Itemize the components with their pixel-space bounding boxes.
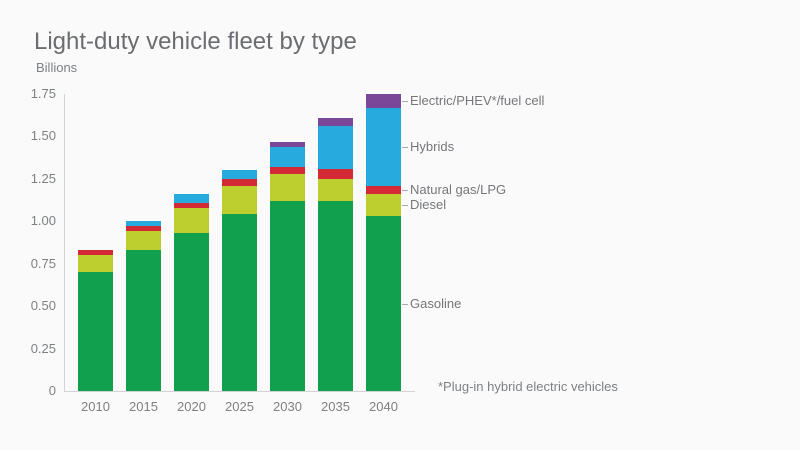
legend-leader-line — [402, 304, 408, 305]
bar-segment-hybrids — [174, 194, 209, 203]
x-tick-label: 2035 — [321, 399, 350, 414]
legend-leader-line — [402, 101, 408, 102]
bar-segment-diesel — [126, 231, 161, 251]
legend-label-natural-gas-lpg: Natural gas/LPG — [410, 182, 507, 197]
bar-segment-gasoline — [366, 216, 401, 391]
bar-segment-natural-gas-lpg — [78, 250, 113, 256]
y-tick-label: 1.25 — [30, 170, 56, 186]
legend-leader-line — [402, 190, 408, 191]
legend-label-electric-phev-fuel-cell: Electric/PHEV*/fuel cell — [410, 93, 545, 108]
legend-label-gasoline: Gasoline — [410, 296, 462, 311]
bar-segment-gasoline — [270, 200, 305, 391]
footnote: *Plug-in hybrid electric vehicles — [438, 379, 618, 394]
bar-segment-natural-gas-lpg — [270, 166, 305, 174]
legend-label-diesel: Diesel — [410, 197, 447, 212]
bar-segment-electric-phev-fuel-cell — [318, 117, 353, 127]
bar-segment-diesel — [366, 194, 401, 217]
bar-segment-natural-gas-lpg — [222, 178, 257, 186]
x-axis-line — [64, 391, 415, 392]
y-tick-label: 1.00 — [30, 213, 56, 229]
bar-segment-hybrids — [318, 126, 353, 169]
legend-label-hybrids: Hybrids — [410, 139, 455, 154]
y-tick-label: 1.75 — [30, 86, 56, 101]
bar-segment-hybrids — [270, 146, 305, 167]
chart-title: Light-duty vehicle fleet by type — [34, 28, 357, 55]
bar-segment-diesel — [318, 178, 353, 201]
x-tick-label: 2020 — [177, 399, 206, 414]
bar-segment-gasoline — [174, 233, 209, 391]
x-tick-label: 2010 — [81, 399, 110, 414]
bar-segment-hybrids — [126, 221, 161, 227]
bar-segment-gasoline — [318, 200, 353, 391]
x-tick-label: 2030 — [273, 399, 302, 414]
y-tick-label: 1.50 — [30, 128, 56, 144]
bar-segment-natural-gas-lpg — [366, 185, 401, 195]
legend-leader-line — [402, 205, 408, 206]
y-axis-line — [64, 94, 65, 392]
bar-segment-diesel — [174, 207, 209, 234]
bar-segment-natural-gas-lpg — [318, 168, 353, 179]
x-tick-label: 2040 — [369, 399, 398, 414]
y-tick-label: 0 — [48, 383, 56, 398]
y-tick-label: 0.25 — [30, 340, 56, 356]
y-tick-label: 0.50 — [30, 298, 56, 314]
bar-segment-gasoline — [126, 250, 161, 391]
bar-segment-electric-phev-fuel-cell — [366, 94, 401, 108]
bar-segment-natural-gas-lpg — [126, 226, 161, 232]
x-tick-label: 2015 — [129, 399, 158, 414]
bar-segment-diesel — [222, 185, 257, 215]
bar-segment-hybrids — [366, 107, 401, 186]
legend-leader-line — [402, 147, 408, 148]
bar-segment-diesel — [78, 255, 113, 273]
y-axis-unit-label: Billions — [36, 60, 78, 75]
bar-segment-natural-gas-lpg — [174, 202, 209, 208]
x-tick-label: 2025 — [225, 399, 254, 414]
bar-segment-electric-phev-fuel-cell — [270, 141, 305, 147]
bar-segment-gasoline — [78, 272, 113, 391]
bar-segment-diesel — [270, 173, 305, 201]
bar-segment-gasoline — [222, 214, 257, 391]
y-tick-label: 0.75 — [30, 255, 56, 271]
bar-segment-hybrids — [222, 170, 257, 179]
